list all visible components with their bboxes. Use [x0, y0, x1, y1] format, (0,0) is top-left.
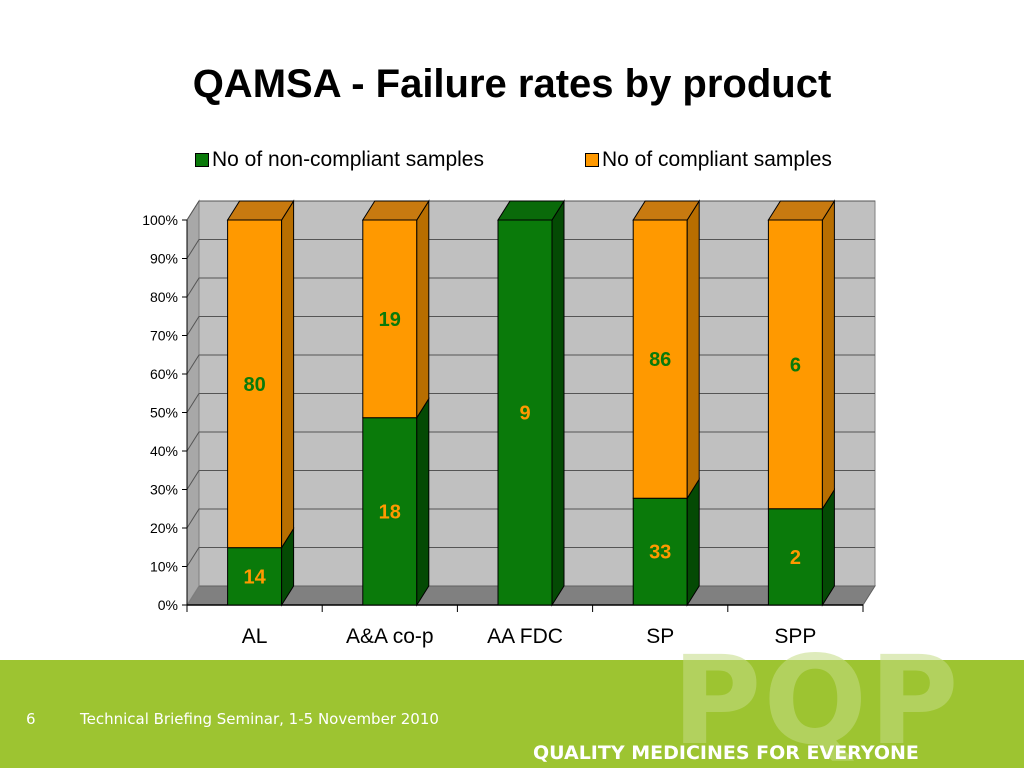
tagline-strong: QUALITY [533, 742, 625, 764]
bar-segment-compliant-side [821, 199, 835, 511]
slide-title: QAMSA - Failure rates by product [192, 62, 832, 106]
pqp-logo: PQP [672, 630, 961, 772]
x-category-label: AA FDC [487, 625, 563, 648]
bar-segment-compliant-top [632, 200, 701, 221]
y-tick-label: 20% [150, 520, 178, 536]
footer-band [0, 660, 1024, 768]
legend-item-non-compliant: No of non-compliant samples [195, 148, 484, 172]
legend-label-compliant: No of compliant samples [602, 148, 832, 171]
y-tick-label: 10% [150, 559, 178, 575]
data-label: 9 [519, 403, 530, 425]
legend-label-non-compliant: No of non-compliant samples [212, 148, 484, 171]
data-label: 19 [379, 309, 401, 331]
x-category-label: SP [646, 625, 674, 648]
data-label: 86 [649, 349, 671, 371]
data-label: 80 [243, 374, 265, 396]
bar-segment-non-compliant [767, 508, 823, 606]
y-tick-label: 0% [158, 597, 178, 613]
y-tick-label: 100% [142, 212, 178, 228]
y-tick-label: 80% [150, 289, 178, 305]
bar-segment-compliant-side [416, 199, 430, 420]
stacked-bar-chart: 0% 10% 20% 30% 40% 50% 60% 70% 80% 90% 100% 14 80 AL 1… [142, 199, 876, 648]
bar-segment-non-compliant-top [497, 200, 565, 221]
bar-segment-compliant-top [361, 200, 430, 221]
bar-segment-non-compliant-side [416, 396, 430, 607]
bar-segment-non-compliant [227, 547, 283, 606]
bar-segment-compliant-side [281, 199, 295, 550]
bar-segment-compliant-top [767, 200, 836, 221]
bar-segment-non-compliant-side [551, 199, 565, 607]
footer-text: Technical Briefing Seminar, 1-5 November… [80, 710, 439, 728]
bar-segment-compliant-top [226, 200, 295, 221]
legend-swatch-compliant [585, 153, 599, 167]
bar-segment-compliant [767, 219, 823, 510]
y-tick-label: 30% [150, 482, 178, 498]
bar-segment-non-compliant-side [821, 488, 835, 607]
x-category-label: SPP [774, 625, 816, 648]
tagline: QUALITY MEDICINES FOR EVERYONE [533, 742, 919, 764]
bar-segment-compliant [632, 219, 688, 499]
y-tick-label: 90% [150, 251, 178, 267]
bar-segment-compliant-side [686, 199, 700, 500]
data-label: 18 [379, 501, 401, 523]
legend-swatch-non-compliant [195, 153, 209, 167]
y-tick-label: 70% [150, 328, 178, 344]
page-number: 6 [26, 710, 36, 728]
chart-legend: No of non-compliant samples No of compli… [195, 148, 895, 174]
data-label: 2 [790, 547, 801, 569]
y-tick-label: 40% [150, 443, 178, 459]
bar-segment-compliant [362, 219, 418, 419]
x-category-label: A&A co-p [346, 625, 434, 648]
bar-segment-non-compliant-side [686, 477, 700, 607]
y-tick-label: 60% [150, 366, 178, 382]
data-label: 6 [790, 354, 801, 376]
data-label: 33 [649, 542, 671, 564]
legend-item-compliant: No of compliant samples [585, 148, 832, 172]
x-category-label: AL [242, 625, 268, 648]
y-tick-label: 50% [150, 405, 178, 421]
tagline-rest: MEDICINES FOR EVERYONE [624, 742, 919, 764]
data-label: 14 [243, 566, 266, 588]
bar-segment-non-compliant [632, 497, 688, 606]
bar-segment-non-compliant [497, 219, 553, 606]
